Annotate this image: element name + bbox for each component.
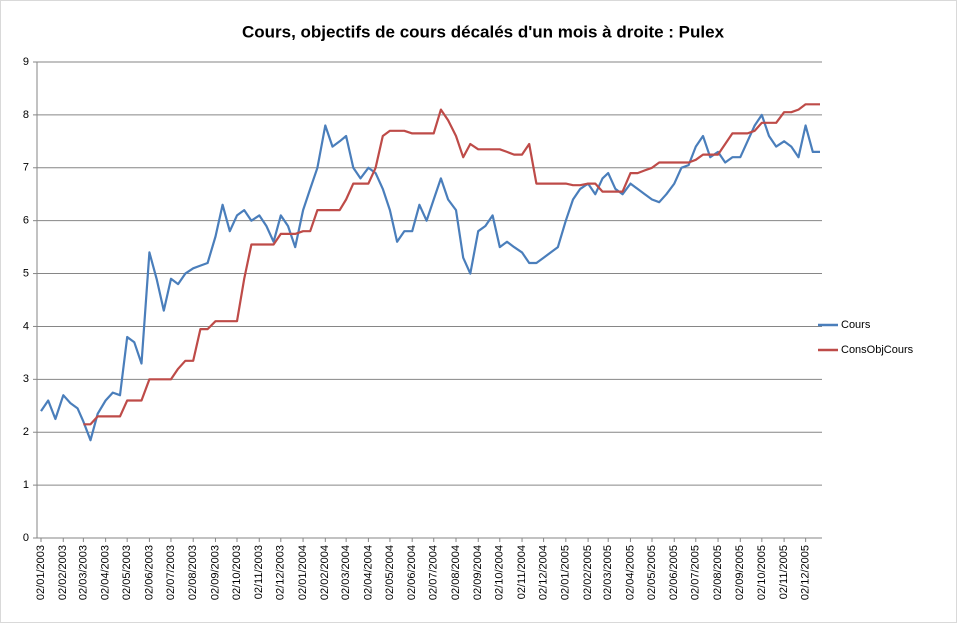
x-tick-label: 02/11/2004: [516, 545, 528, 599]
x-tick-label: 02/11/2003: [253, 545, 265, 599]
x-tick-label: 02/08/2003: [187, 545, 199, 600]
y-tick-label: 0: [23, 532, 29, 544]
x-tick-label: 02/12/2004: [537, 545, 549, 600]
x-tick-label: 02/10/2004: [494, 545, 506, 600]
x-tick-label: 02/07/2004: [428, 545, 440, 600]
x-tick-label: 02/03/2003: [77, 545, 89, 600]
x-tick-label: 02/04/2004: [362, 545, 374, 600]
y-tick-label: 9: [23, 56, 29, 68]
y-tick-label: 7: [23, 162, 29, 174]
x-tick-label: 02/02/2005: [582, 545, 594, 600]
x-tick-label: 02/01/2003: [35, 545, 47, 600]
y-tick-label: 2: [23, 426, 29, 438]
x-tick-label: 02/07/2003: [165, 545, 177, 600]
y-tick-label: 4: [23, 320, 29, 332]
x-tick-label: 02/06/2003: [143, 545, 155, 600]
x-tick-label: 02/10/2005: [756, 545, 768, 600]
x-tick-label: 02/03/2005: [602, 545, 614, 600]
x-tick-label: 02/04/2005: [624, 545, 636, 600]
x-tick-label: 02/10/2003: [231, 545, 243, 600]
x-tick-label: 02/08/2005: [712, 545, 724, 600]
series-line: [83, 103, 820, 426]
x-tick-label: 02/06/2005: [668, 545, 680, 600]
x-tick-label: 02/08/2004: [450, 545, 462, 600]
legend-label: ConsObjCours: [841, 344, 914, 356]
legend-label: Cours: [841, 319, 871, 331]
x-tick-label: 02/12/2005: [800, 545, 812, 600]
x-tick-label: 02/11/2005: [778, 545, 790, 599]
y-tick-label: 6: [23, 215, 29, 227]
y-tick-label: 1: [23, 479, 29, 491]
x-tick-label: 02/09/2005: [734, 545, 746, 600]
x-tick-label: 02/05/2004: [384, 545, 396, 600]
x-tick-label: 02/01/2005: [560, 545, 572, 600]
y-tick-label: 5: [23, 267, 29, 279]
y-tick-label: 8: [23, 109, 29, 121]
x-tick-label: 02/02/2003: [57, 545, 69, 600]
x-tick-label: 02/09/2004: [472, 545, 484, 600]
chart-title: Cours, objectifs de cours décalés d'un m…: [242, 22, 725, 41]
x-tick-label: 02/01/2004: [297, 545, 309, 600]
x-tick-label: 02/09/2003: [209, 545, 221, 600]
y-tick-label: 3: [23, 373, 29, 385]
x-tick-label: 02/03/2004: [340, 545, 352, 600]
x-tick-label: 02/07/2005: [690, 545, 702, 600]
x-tick-label: 02/06/2004: [406, 545, 418, 600]
x-tick-label: 02/02/2004: [319, 545, 331, 600]
x-tick-label: 02/05/2005: [646, 545, 658, 600]
x-tick-label: 02/05/2003: [121, 545, 133, 600]
x-tick-label: 02/04/2003: [100, 545, 112, 600]
x-tick-label: 02/12/2003: [275, 545, 287, 600]
